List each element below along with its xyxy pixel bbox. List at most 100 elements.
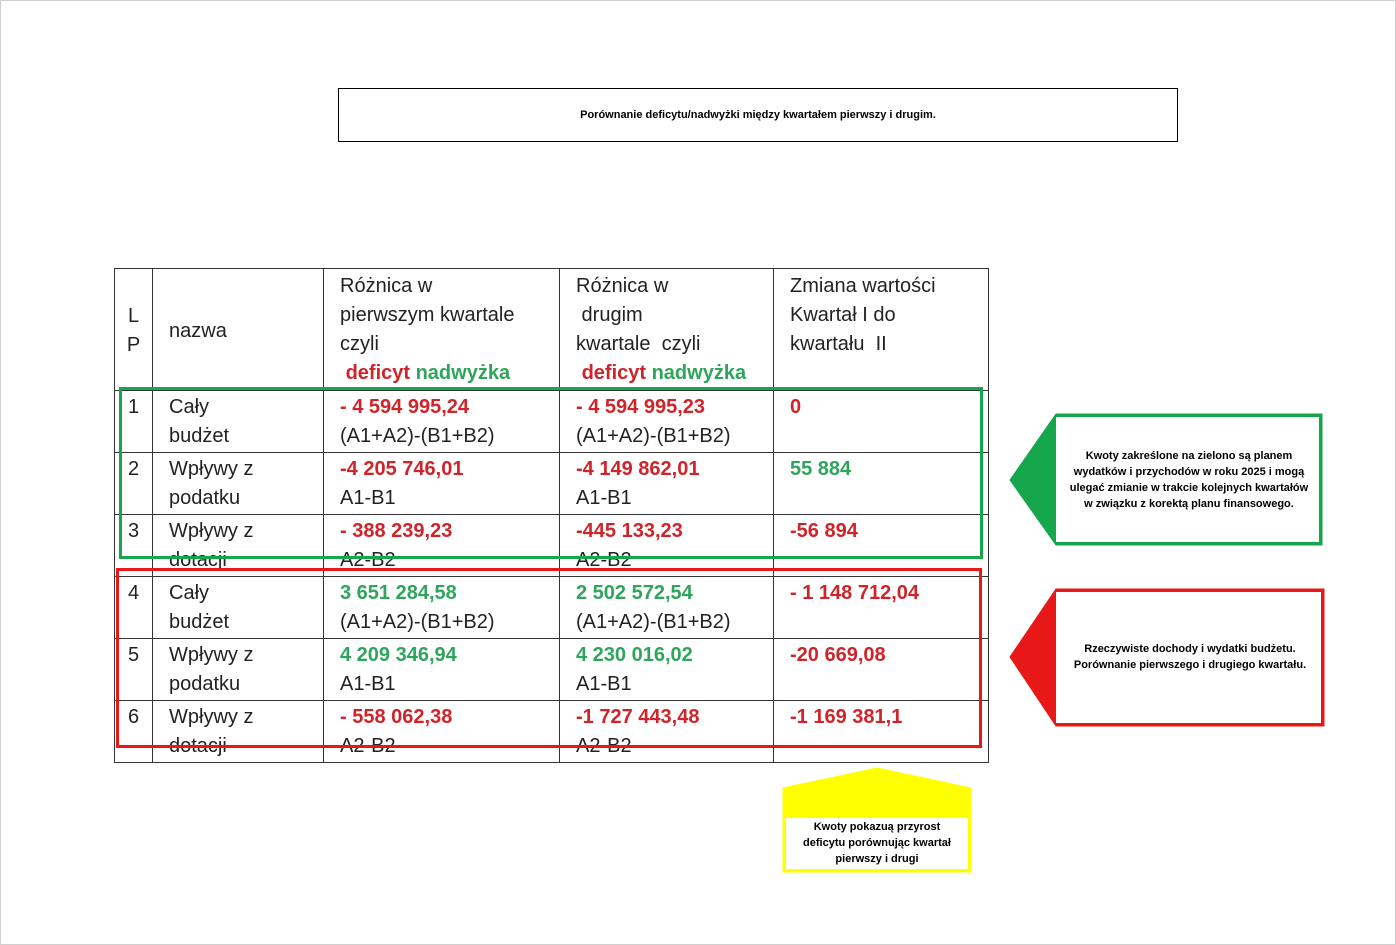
green-callout-text: Kwoty zakreślone na zielono są planem wy… (1069, 450, 1309, 510)
header-q1-line: Różnica w (340, 275, 433, 297)
row-name-line: Wpływy z (169, 458, 254, 480)
page-title: Porównanie deficytu/nadwyżki między kwar… (338, 88, 1178, 142)
row-name-line: dotacji (169, 549, 227, 571)
header-q2-line: Różnica w (576, 275, 669, 297)
q1-formula: A1-B1 (340, 673, 396, 695)
header-name-label: nazwa (169, 319, 227, 342)
row-name-line: podatku (169, 673, 241, 695)
q2-value: - 4 594 995,23 (576, 396, 705, 418)
row-q2: -445 133,23 A2-B2 (559, 514, 774, 577)
green-callout-arrow (1009, 413, 1323, 546)
header-change-line: Kwartał I do (790, 304, 896, 326)
row-name-line: Cały (169, 582, 210, 604)
row-name-line: podatku (169, 487, 241, 509)
change-value: -56 894 (790, 520, 858, 542)
row-lp: 1 (114, 390, 153, 453)
q1-formula: (A1+A2)-(B1+B2) (340, 611, 495, 633)
change-value: 0 (790, 396, 802, 418)
table-header-row: L P nazwa Różnica w pierwszym kwartale c… (114, 268, 989, 391)
row-q1: 3 651 284,58 (A1+A2)-(B1+B2) (323, 576, 560, 639)
header-q1-line: pierwszym kwartale (340, 304, 515, 326)
row-q1: - 558 062,38 A2-B2 (323, 700, 560, 763)
red-callout-text: Rzeczywiste dochody i wydatki budżetu. P… (1073, 643, 1307, 671)
q1-value: - 4 594 995,24 (340, 396, 469, 418)
header-change: Zmiana wartości Kwartał I do kwartału II (773, 268, 989, 391)
header-change-line: kwartału II (790, 333, 887, 355)
change-value: -20 669,08 (790, 644, 886, 666)
red-callout-arrow (1009, 588, 1325, 727)
row-name-line: Wpływy z (169, 644, 254, 666)
q1-value: - 558 062,38 (340, 706, 453, 728)
row-lp: 2 (114, 452, 153, 515)
q2-formula: (A1+A2)-(B1+B2) (576, 611, 731, 633)
header-q2-line: kwartale czyli (576, 333, 701, 355)
header-name: nazwa (152, 268, 324, 391)
row-name-line: Wpływy z (169, 520, 254, 542)
q2-formula: A2-B2 (576, 549, 632, 571)
row-name: Wpływy z podatku (152, 452, 324, 515)
q2-value: -445 133,23 (576, 520, 683, 542)
row-change: 55 884 (773, 452, 989, 515)
row-q2: -4 149 862,01 A1-B1 (559, 452, 774, 515)
row-name-line: Cały (169, 396, 210, 418)
q2-formula: A1-B1 (576, 487, 632, 509)
row-q1: -4 205 746,01 A1-B1 (323, 452, 560, 515)
row-change: - 1 148 712,04 (773, 576, 989, 639)
row-lp: 6 (114, 700, 153, 763)
row-name: Wpływy z podatku (152, 638, 324, 701)
row-name-line: Wpływy z (169, 706, 254, 728)
header-surplus-label: nadwyżka (651, 362, 747, 384)
row-change: -1 169 381,1 (773, 700, 989, 763)
q1-formula: A2-B2 (340, 735, 396, 757)
q2-value: -4 149 862,01 (576, 458, 700, 480)
header-q1: Różnica w pierwszym kwartale czyli defic… (323, 268, 560, 391)
header-q2-line: drugim (576, 304, 643, 326)
table-row: 2 Wpływy z podatku -4 205 746,01 A1-B1 -4 … (114, 452, 989, 515)
q2-formula: (A1+A2)-(B1+B2) (576, 425, 731, 447)
change-value: - 1 148 712,04 (790, 582, 919, 604)
q2-value: 2 502 572,54 (576, 582, 693, 604)
header-lp-line: L (127, 305, 140, 327)
header-q1-line: czyli (340, 333, 379, 355)
row-lp: 3 (114, 514, 153, 577)
q2-value: 4 230 016,02 (576, 644, 693, 666)
header-deficit-label: deficyt (345, 362, 411, 384)
row-lp: 4 (114, 576, 153, 639)
header-lp: L P (114, 268, 153, 391)
row-q1: - 388 239,23 A2-B2 (323, 514, 560, 577)
row-q2: 2 502 572,54 (A1+A2)-(B1+B2) (559, 576, 774, 639)
row-change: -20 669,08 (773, 638, 989, 701)
table-row: 3 Wpływy z dotacji - 388 239,23 A2-B2 -445… (114, 514, 989, 577)
q1-formula: A2-B2 (340, 549, 396, 571)
header-q2: Różnica w drugim kwartale czyli deficyt … (559, 268, 774, 391)
row-name: Cały budżet (152, 576, 324, 639)
yellow-callout-text: Kwoty pokazuą przyrost deficytu porównuj… (803, 821, 951, 865)
row-q2: - 4 594 995,23 (A1+A2)-(B1+B2) (559, 390, 774, 453)
header-surplus-label: nadwyżka (415, 362, 511, 384)
row-q1: 4 209 346,94 A1-B1 (323, 638, 560, 701)
row-change: 0 (773, 390, 989, 453)
change-value: 55 884 (790, 458, 852, 480)
row-q2: 4 230 016,02 A1-B1 (559, 638, 774, 701)
q1-value: -4 205 746,01 (340, 458, 464, 480)
q2-formula: A2-B2 (576, 735, 632, 757)
q1-value: - 388 239,23 (340, 520, 453, 542)
table-row: 5 Wpływy z podatku 4 209 346,94 A1-B1 4 23… (114, 638, 989, 701)
row-q2: -1 727 443,48 A2-B2 (559, 700, 774, 763)
q1-value: 4 209 346,94 (340, 644, 457, 666)
q1-formula: A1-B1 (340, 487, 396, 509)
table-row: 6 Wpływy z dotacji - 558 062,38 A2-B2 -1 7… (114, 700, 989, 763)
header-change-line: Zmiana wartości (790, 275, 936, 297)
change-value: -1 169 381,1 (790, 706, 903, 728)
row-change: -56 894 (773, 514, 989, 577)
table-row: 1 Cały budżet - 4 594 995,24 (A1+A2)-(B1+B… (114, 390, 989, 453)
q2-value: -1 727 443,48 (576, 706, 700, 728)
row-name-line: budżet (169, 425, 230, 447)
row-name: Wpływy z dotacji (152, 700, 324, 763)
row-name: Cały budżet (152, 390, 324, 453)
q1-value: 3 651 284,58 (340, 582, 457, 604)
row-name-line: dotacji (169, 735, 227, 757)
table-row: 4 Cały budżet 3 651 284,58 (A1+A2)-(B1+B2)… (114, 576, 989, 639)
yellow-callout-arrow (782, 767, 972, 873)
row-name-line: budżet (169, 611, 230, 633)
